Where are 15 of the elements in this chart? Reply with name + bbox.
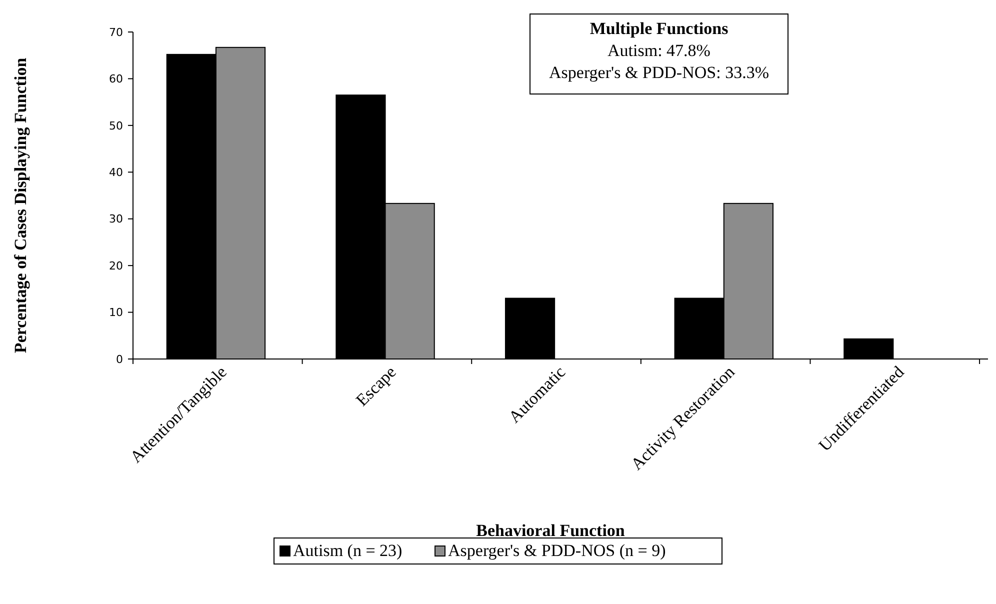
y-tick-label: 70 [109,26,123,39]
y-tick-label: 20 [109,259,123,272]
legend-label: Autism (n = 23) [293,541,402,560]
annotation: Autism: 47.8% [608,41,710,60]
y-tick-label: 40 [109,166,123,179]
y-tick-label: 0 [116,352,123,366]
y-tick-label: 30 [109,212,123,226]
annotation: Asperger's & PDD-NOS: 33.3% [549,63,769,82]
x-axis-title: Behavioral Function [476,521,626,540]
y-tick-label: 10 [109,306,123,320]
y-tick-label: 60 [109,72,123,86]
legend-label: Asperger's & PDD-NOS (n = 9) [448,541,666,560]
y-tick-label: 50 [109,119,123,132]
y-axis-title: Percentage of Cases Displaying Function [11,57,30,354]
annotation: Multiple Functions [590,19,729,38]
